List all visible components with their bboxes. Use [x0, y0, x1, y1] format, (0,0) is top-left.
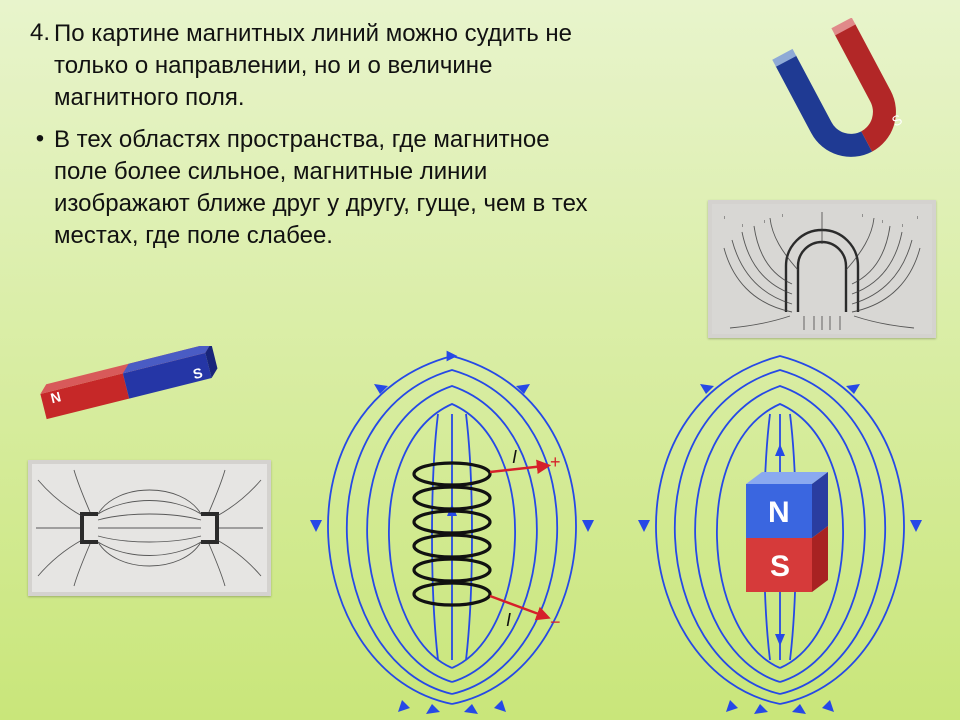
cube-S-label: S: [770, 550, 790, 583]
cube-N-label: N: [768, 496, 790, 529]
solenoid-minus: −: [550, 612, 561, 632]
solenoid-plus: +: [550, 452, 561, 472]
paragraph-2-text: В тех областях пространства, где магнитн…: [54, 124, 606, 252]
solenoid-I-top: I: [512, 447, 517, 467]
paragraph-2-bullet: •: [26, 124, 54, 154]
horseshoe-filings-panel: [708, 200, 936, 338]
bar-magnet-small: N S: [26, 346, 226, 424]
cube-magnet-diagram: N S: [620, 344, 940, 714]
bar-filings-panel: [28, 460, 271, 596]
solenoid-diagram: I + I −: [292, 344, 612, 714]
paragraph-2: • В тех областях пространства, где магни…: [26, 124, 606, 252]
solenoid-I-bot: I: [506, 610, 511, 630]
paragraph-1-number: 4.: [26, 18, 54, 48]
paragraph-1: 4. По картине магнитных линий можно суди…: [26, 18, 606, 114]
paragraph-1-text: По картине магнитных линий можно судить …: [54, 18, 606, 114]
horseshoe-magnet: S: [765, 18, 920, 168]
text-block: 4. По картине магнитных линий можно суди…: [26, 18, 606, 252]
